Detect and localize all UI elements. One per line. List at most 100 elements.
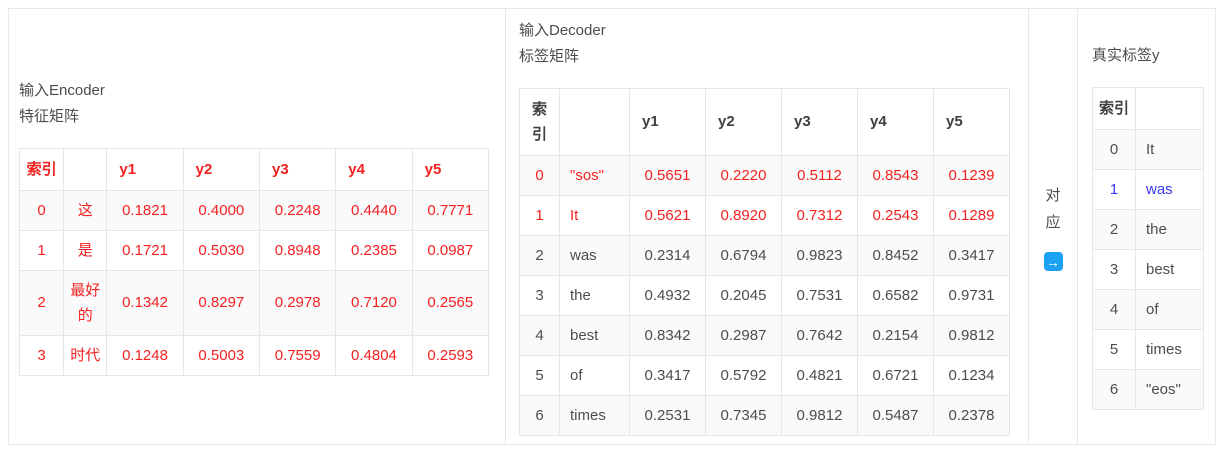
table-row: 6 times 0.2531 0.7345 0.9812 0.5487 0.2378 [519,394,1010,436]
value-cell: 0.2543 [857,194,934,236]
index-cell: 5 [1092,329,1136,370]
value-cell: 0.2987 [705,314,782,356]
content-frame: 输入Encoder 特征矩阵 索引 y1 y2 y3 y4 y5 0 这 0.1821 0.400… [8,8,1216,445]
column-header-empty [559,87,630,156]
index-cell: 6 [519,394,560,436]
value-cell: 0.2314 [629,234,706,276]
token-cell: was [559,234,630,276]
value-cell: 0.4000 [182,189,260,231]
encoder-panel-title: 输入Encoder 特征矩阵 [19,78,105,130]
value-cell: 0.4804 [335,334,413,376]
value-cell: 0.1342 [106,269,184,336]
index-cell: 0 [18,189,65,231]
column-header: 索引 [1092,87,1136,130]
value-cell: 0.1239 [933,154,1010,196]
table-header-row: 索引 [1092,87,1204,130]
column-header: y2 [705,87,782,156]
index-cell: 2 [1092,209,1136,250]
true-labels-table: 索引 0 It 1 was 2 the 3 best 4 of 5 times 6 "eos" [1092,87,1204,410]
value-cell: 0.8920 [705,194,782,236]
decoder-label-table: 索引 y1 y2 y3 y4 y5 0 "sos" 0.5651 0.2220 0.5112 0.85… [519,87,1010,436]
panel-title-line: 真实标签y [1092,47,1160,64]
table-row: 1 It 0.5621 0.8920 0.7312 0.2543 0.1289 [519,194,1010,236]
value-cell: 0.2978 [258,269,337,336]
value-cell: 0.7531 [781,274,858,316]
value-cell: 0.9812 [781,394,858,436]
value-cell: 0.2154 [857,314,934,356]
index-cell: 3 [18,334,65,376]
index-cell: 2 [519,234,560,276]
table-row: 5 of 0.3417 0.5792 0.4821 0.6721 0.1234 [519,354,1010,396]
table-row: 0 "sos" 0.5651 0.2220 0.5112 0.8543 0.1239 [519,154,1010,196]
value-cell: 0.5792 [705,354,782,396]
value-cell: 0.7642 [781,314,858,356]
token-cell: the [1135,209,1204,250]
column-header-empty [1135,87,1204,130]
value-cell: 0.9731 [933,274,1010,316]
value-cell: 0.2531 [629,394,706,436]
labels-panel: 真实标签y 索引 0 It 1 was 2 the 3 best 4 of 5 times 6 "eos" [1078,9,1215,444]
panel-title-line: 输入Encoder [19,81,105,99]
right-arrow-icon: → [1043,252,1063,271]
token-cell: "sos" [559,154,630,196]
value-cell: 0.2220 [705,154,782,196]
index-cell: 2 [18,269,65,336]
table-row: 3 the 0.4932 0.2045 0.7531 0.6582 0.9731 [519,274,1010,316]
table-header-row: 索引 y1 y2 y3 y4 y5 [18,147,490,191]
index-cell: 4 [519,314,560,356]
value-cell: 0.8948 [258,229,337,271]
token-cell: best [1135,249,1204,290]
value-cell: 0.1248 [106,334,184,376]
value-cell: 0.6582 [857,274,934,316]
table-row: 1 was [1092,169,1204,210]
value-cell: 0.7771 [411,189,490,231]
column-header: y4 [857,87,934,156]
value-cell: 0.5487 [857,394,934,436]
token-cell: times [559,394,630,436]
value-cell: 0.2385 [335,229,413,271]
table-row: 4 best 0.8342 0.2987 0.7642 0.2154 0.9812 [519,314,1010,356]
value-cell: 0.2045 [705,274,782,316]
token-cell: 这 [63,189,108,231]
value-cell: 0.2593 [411,334,490,376]
value-cell: 0.6721 [857,354,934,396]
column-header: y3 [781,87,858,156]
index-cell: 1 [519,194,560,236]
table-row: 2 the [1092,209,1204,250]
value-cell: 0.8543 [857,154,934,196]
value-cell: 0.2565 [411,269,490,336]
table-header-row: 索引 y1 y2 y3 y4 y5 [519,87,1010,156]
table-row: 5 times [1092,329,1204,370]
token-cell: best [559,314,630,356]
index-cell: 3 [1092,249,1136,290]
token-cell: It [1135,129,1204,170]
value-cell: 0.8297 [182,269,260,336]
token-cell: 时代 [63,334,108,376]
panel-title-line: 特征矩阵 [19,107,80,125]
column-header-empty [63,147,108,191]
token-cell: of [559,354,630,396]
index-cell: 6 [1092,369,1136,410]
token-cell: the [559,274,630,316]
value-cell: 0.0987 [411,229,490,271]
table-row: 2 最好的 0.1342 0.8297 0.2978 0.7120 0.2565 [18,269,490,336]
table-row: 0 这 0.1821 0.4000 0.2248 0.4440 0.7771 [18,189,490,231]
index-cell: 0 [519,154,560,196]
table-row: 1 是 0.1721 0.5030 0.8948 0.2385 0.0987 [18,229,490,271]
value-cell: 0.4932 [629,274,706,316]
index-cell: 1 [1092,169,1136,210]
value-cell: 0.5112 [781,154,858,196]
index-cell: 3 [519,274,560,316]
table-row: 0 It [1092,129,1204,170]
panel-title-line: 输入Decoder [519,21,606,39]
encoder-panel: 输入Encoder 特征矩阵 索引 y1 y2 y3 y4 y5 0 这 0.1821 0.400… [9,9,506,444]
value-cell: 0.9823 [781,234,858,276]
value-cell: 0.1721 [106,229,184,271]
value-cell: 0.5030 [182,229,260,271]
index-cell: 4 [1092,289,1136,330]
value-cell: 0.1821 [106,189,184,231]
table-row: 3 best [1092,249,1204,290]
value-cell: 0.7559 [258,334,337,376]
encoder-feature-table: 索引 y1 y2 y3 y4 y5 0 这 0.1821 0.4000 0.2248 0.4440 0.… [18,147,490,376]
token-cell: "eos" [1135,369,1204,410]
